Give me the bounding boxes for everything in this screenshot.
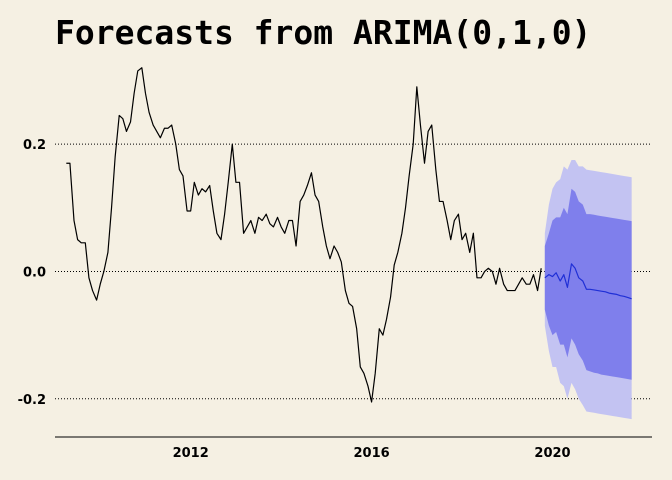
x-axis-labels: 2012 2016 2020 bbox=[173, 446, 571, 461]
y-tick-label: 0.0 bbox=[23, 265, 46, 280]
y-tick-label: -0.2 bbox=[18, 393, 46, 408]
forecast-line bbox=[544, 263, 632, 300]
x-tick-label: 2016 bbox=[353, 446, 389, 461]
y-axis-labels: 0.2 0.0 -0.2 bbox=[18, 138, 46, 408]
interval-band-80 bbox=[544, 188, 632, 380]
x-tick-label: 2020 bbox=[534, 446, 570, 461]
gridlines bbox=[55, 143, 652, 400]
y-tick-label: 0.2 bbox=[23, 138, 46, 153]
chart-title: Forecasts from ARIMA(0,1,0) bbox=[55, 13, 591, 52]
series-lines bbox=[66, 67, 632, 403]
history-line bbox=[66, 67, 542, 403]
x-tick-label: 2012 bbox=[173, 446, 209, 461]
